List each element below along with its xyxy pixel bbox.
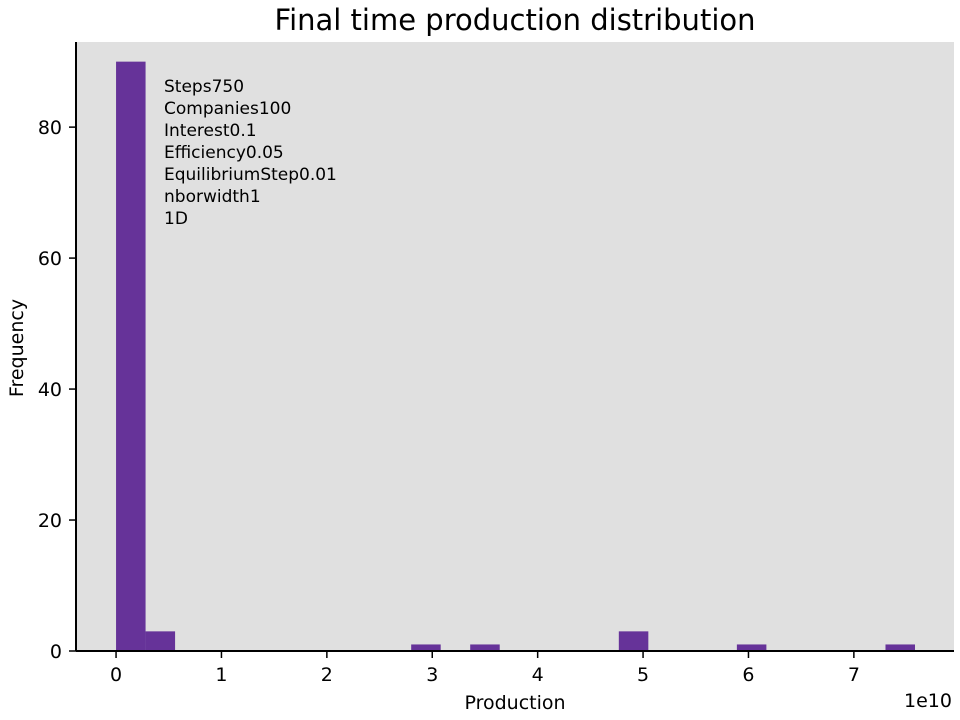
chart-title: Final time production distribution xyxy=(274,3,756,37)
x-axis-label: Production xyxy=(464,692,565,714)
x-tick-label: 1 xyxy=(215,664,227,686)
histogram-bar xyxy=(145,631,176,651)
y-tick-label: 20 xyxy=(38,510,62,532)
annotation-line: Interest0.1 xyxy=(164,121,257,141)
plot-area xyxy=(76,42,954,651)
x-ticks-group: 0 1 2 3 4 5 6 7 xyxy=(110,651,860,686)
y-tick-label: 60 xyxy=(38,248,62,270)
x-tick-label: 4 xyxy=(532,664,544,686)
annotation-line: nborwidth1 xyxy=(164,187,261,207)
annotation-line: Companies100 xyxy=(164,99,291,119)
x-axis-offset-label: 1e10 xyxy=(904,690,952,712)
histogram-bar xyxy=(470,644,500,651)
y-tick-label: 0 xyxy=(50,641,62,663)
histogram-bar xyxy=(116,61,146,652)
x-tick-label: 3 xyxy=(426,664,438,686)
annotation-line: EquilibriumStep0.01 xyxy=(164,165,337,185)
y-tick-label: 80 xyxy=(38,117,62,139)
x-tick-label: 2 xyxy=(321,664,333,686)
annotation-line: Steps750 xyxy=(164,77,244,97)
annotation-line: Efficiency0.05 xyxy=(164,143,284,163)
x-tick-label: 5 xyxy=(637,664,649,686)
y-tick-label: 40 xyxy=(38,379,62,401)
y-axis-label: Frequency xyxy=(6,299,28,397)
histogram-bar xyxy=(411,644,441,651)
histogram-bar xyxy=(736,644,767,651)
x-tick-label: 6 xyxy=(742,664,754,686)
x-tick-label: 7 xyxy=(848,664,860,686)
annotation-line: 1D xyxy=(164,209,188,229)
parameters-annotation: Steps750Companies100Interest0.1Efficienc… xyxy=(164,77,337,229)
bars-group xyxy=(116,61,916,652)
y-ticks-group: 0 20 40 60 80 xyxy=(38,117,76,663)
histogram-bar xyxy=(885,644,916,651)
histogram-bar xyxy=(618,631,649,651)
x-tick-label: 0 xyxy=(110,664,122,686)
